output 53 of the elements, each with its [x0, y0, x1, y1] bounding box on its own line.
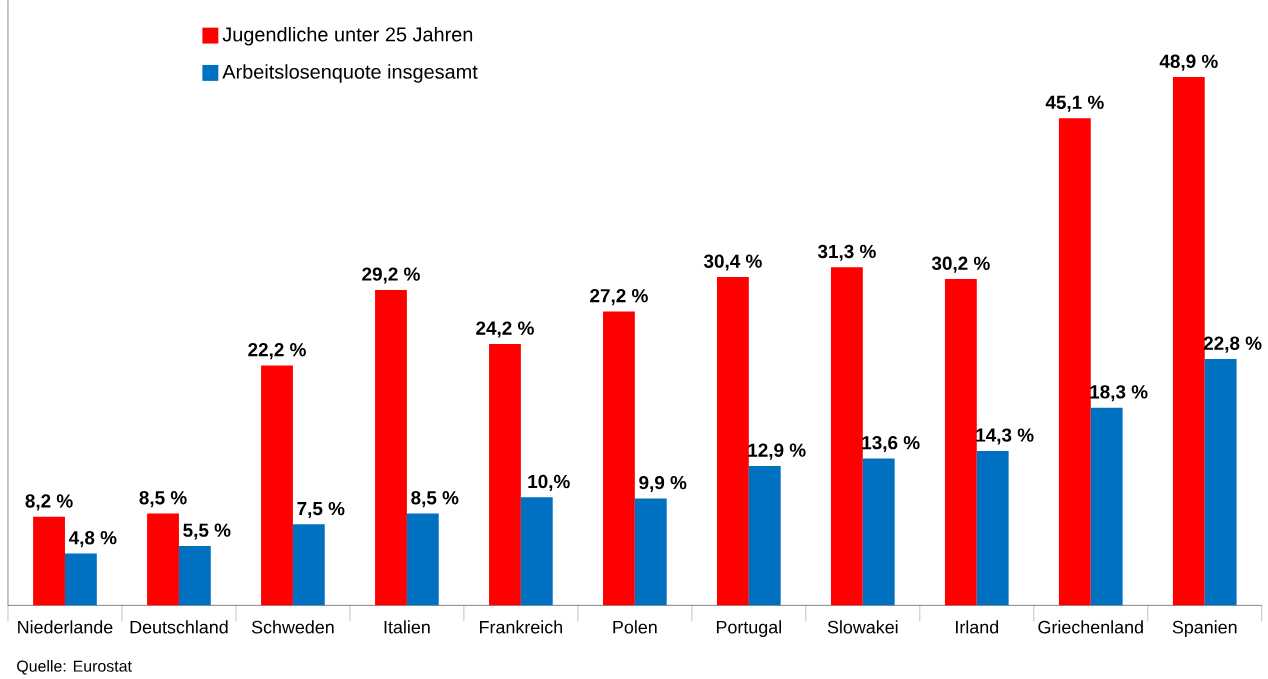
x-tick-label: Spanien: [1172, 620, 1237, 638]
source-note: Quelle: Eurostat: [17, 660, 132, 675]
bar: [375, 289, 407, 606]
data-label: 4,8 %: [68, 531, 117, 548]
x-tick-label: Italien: [384, 620, 430, 634]
data-label: 27,2 %: [590, 289, 648, 306]
data-label: 7,5 %: [297, 501, 345, 518]
data-label: 30,4 %: [703, 254, 762, 271]
x-tick-label: Irland: [956, 620, 999, 634]
bar: [634, 498, 667, 606]
data-label: 8,5 %: [139, 491, 187, 508]
bar: [64, 553, 97, 606]
data-label: 8,2 %: [25, 494, 73, 511]
data-label: 5,5 %: [183, 523, 231, 540]
data-label: 8,5 %: [411, 491, 459, 508]
bar: [406, 513, 439, 606]
data-label: 24,2 %: [476, 321, 534, 338]
bar: [292, 524, 325, 606]
legend-label: Jugendliche unter 25 Jahren: [222, 26, 473, 46]
x-tick-label: Frankreich: [480, 620, 563, 634]
bar: [716, 276, 749, 606]
bar: [862, 458, 895, 606]
bar: [1172, 77, 1205, 606]
x-tick-label: Griechenland: [1038, 620, 1143, 634]
data-label: 10,%: [528, 474, 570, 491]
x-tick-label: Slowakei: [827, 620, 898, 634]
x-tick-label: Portugal: [716, 620, 781, 638]
bar: [944, 279, 977, 606]
bar: [520, 497, 553, 606]
data-label: 45,1 %: [1045, 95, 1104, 112]
bar: [830, 267, 863, 606]
legend-label: Arbeitslosenquote insgesamt: [222, 64, 478, 83]
data-label: 30,2 %: [931, 256, 990, 273]
bar: [147, 513, 179, 606]
data-label: 48,9 %: [1159, 54, 1218, 71]
bar: [976, 450, 1009, 606]
data-label: 9,9 %: [639, 475, 687, 493]
bar: [261, 365, 293, 606]
bar: [1058, 118, 1091, 606]
bar: [1204, 359, 1237, 606]
bar: [1090, 407, 1123, 606]
bar: [33, 516, 65, 606]
bar: [489, 343, 521, 606]
x-tick-label: Polen: [613, 620, 657, 634]
x-tick-label: Deutschland: [130, 620, 228, 634]
x-tick-label: Niederlande: [18, 620, 113, 634]
data-label: 22,2 %: [248, 343, 306, 360]
bar: [178, 545, 211, 606]
data-label: 31,3 %: [817, 244, 876, 261]
bar: [748, 466, 781, 606]
data-label: 29,2 %: [362, 267, 420, 284]
x-tick-label: Schweden: [251, 620, 334, 634]
bar: [603, 311, 635, 606]
